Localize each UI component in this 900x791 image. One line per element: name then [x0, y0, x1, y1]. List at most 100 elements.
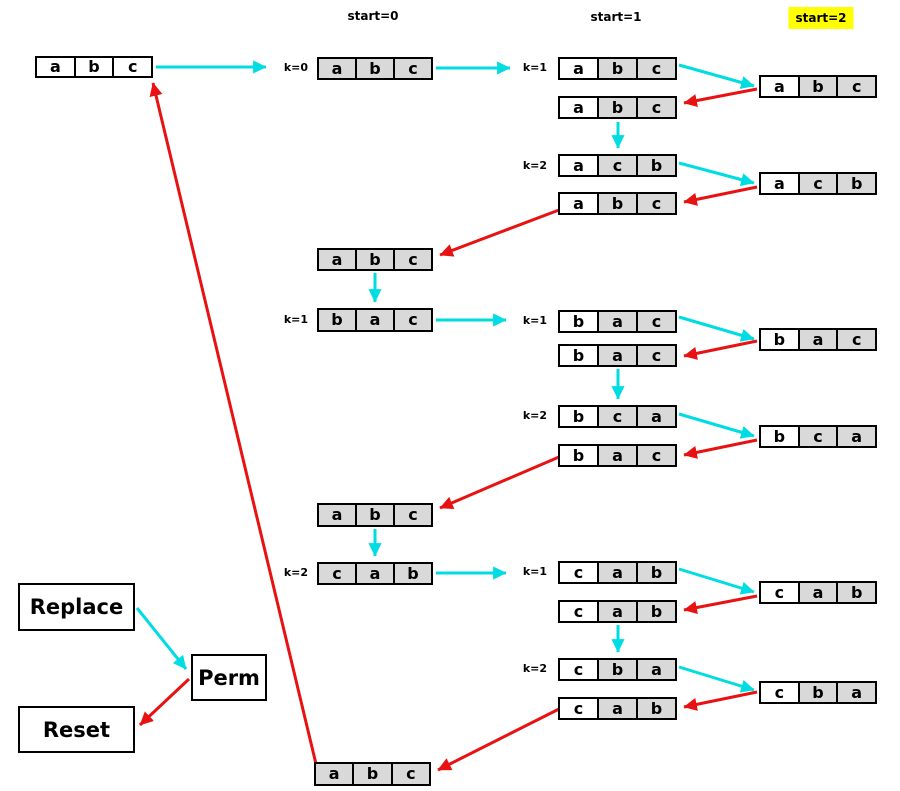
- start2-bca-box-cell-1: c: [797, 427, 837, 446]
- start1-g2-k2-box-cell-1: c: [597, 407, 636, 426]
- perm-node: Perm: [191, 654, 267, 701]
- start1-g1-ret1-box-cell-0: a: [560, 98, 597, 117]
- start0-result-box-cell-0: a: [316, 764, 353, 784]
- start1-g1-k2-box-cell-0: a: [560, 156, 597, 175]
- reset-node: Reset: [18, 706, 135, 753]
- replace-node: Replace: [18, 583, 135, 631]
- start2-bca-box-cell-2: a: [836, 427, 876, 446]
- start2-cba-return-arrow: [683, 690, 758, 711]
- start1-g3-return-to-start0-arrow: [437, 707, 560, 772]
- start2-cab-box-cell-1: a: [797, 583, 837, 602]
- start1-g1-ret1-box-cell-1: b: [597, 98, 636, 117]
- start1-g1-return-to-start0-arrow: [439, 208, 560, 257]
- start1-g2-k2-box-cell-2: a: [636, 407, 675, 426]
- start2-bac-box-cell-2: c: [836, 330, 876, 349]
- start2-cab-box-cell-2: b: [836, 583, 876, 602]
- start1-g3-ret2-box-cell-1: a: [597, 699, 636, 718]
- start1-g1-ret2-box-cell-1: b: [597, 194, 636, 213]
- start1-g3-k2-box-cell-1: b: [597, 660, 636, 679]
- start2-acb-box-cell-1: c: [797, 174, 837, 193]
- start0-k1-box-cell-0: b: [319, 310, 355, 330]
- start1-g1-k1-box-cell-0: a: [560, 59, 597, 78]
- start2-cba-box-cell-0: c: [761, 683, 798, 702]
- start1-g1-k2-box-cell-2: b: [636, 156, 675, 175]
- start0-k2-box-k-label: k=2: [283, 566, 308, 579]
- column-header-2: start=2: [788, 7, 854, 29]
- start2-cab-box-cell-0: c: [761, 583, 798, 602]
- start2-bac-return-arrow: [683, 339, 758, 360]
- start2-bac-box-cell-0: b: [761, 330, 798, 349]
- start1-g1-k1-box-cell-2: c: [636, 59, 675, 78]
- start1-g1-k2-box-cell-1: c: [597, 156, 636, 175]
- start1-g3-k2-box-cell-2: a: [636, 660, 675, 679]
- start1-g2-ret1-box-cell-1: a: [597, 346, 636, 365]
- start2-bac-box-cell-1: a: [797, 330, 837, 349]
- start1-g3-ret2-box-cell-2: b: [636, 699, 675, 718]
- start1-g2-k2-box-k-label: k=2: [522, 409, 547, 422]
- start2-cba-box-cell-1: b: [797, 683, 837, 702]
- start1-g2-ret1-box-cell-2: c: [636, 346, 675, 365]
- start0-k2-box-cell-0: c: [319, 564, 355, 583]
- start0-k1-box-k-label: k=1: [283, 313, 308, 326]
- start0-k0-box-k-label: k=0: [283, 61, 308, 74]
- start1-g1-ret1-box-cell-2: c: [636, 98, 675, 117]
- start1-g1-ret2-box-cell-0: a: [560, 194, 597, 213]
- start1-g3-ret1-box-cell-0: c: [560, 602, 597, 621]
- start2-bca-return-arrow: [683, 438, 758, 459]
- replace-to-perm-arrow: [135, 607, 188, 670]
- start1-g1k2-to-start2-acb-arrow: [678, 161, 755, 187]
- start0-result-box-cell-1: b: [352, 764, 391, 784]
- start1-g3-k2-box-cell-0: c: [560, 660, 597, 679]
- start2-bca-box-cell-0: b: [761, 427, 798, 446]
- start2-acb-box-cell-0: a: [761, 174, 798, 193]
- source-array-cell-2: c: [112, 58, 152, 76]
- start1-g1-k1-box-cell-1: b: [597, 59, 636, 78]
- start1-g2-k1-box-cell-2: c: [636, 312, 675, 331]
- start0-k0-box-cell-1: b: [355, 59, 393, 78]
- start0-k0-box-cell-0: a: [319, 59, 355, 78]
- start1-g2-k1-box-cell-1: a: [597, 312, 636, 331]
- start1-g2k1-to-start2-bac-arrow: [678, 315, 755, 342]
- start0-mid2-box-cell-0: a: [319, 505, 355, 525]
- start1-g3-k1-box-cell-0: c: [560, 563, 597, 582]
- source-array-cell-0: a: [37, 58, 74, 76]
- result-return-to-source-arrow: [149, 82, 318, 765]
- start0-k0-box-cell-2: c: [393, 59, 431, 78]
- start1-g3k2-to-start2-cba-arrow: [678, 665, 755, 693]
- start2-acb-return-arrow: [683, 185, 758, 206]
- column-header-1: start=1: [590, 10, 642, 24]
- start0-mid1-box-cell-2: c: [393, 250, 431, 269]
- start1-g3-k2-box-k-label: k=2: [522, 662, 547, 675]
- start0-result-box-cell-2: c: [390, 764, 429, 784]
- start2-cab-return-arrow: [683, 594, 758, 615]
- start1-g3-k1-box-cell-2: b: [636, 563, 675, 582]
- start0-k2-box-cell-2: b: [393, 564, 431, 583]
- start2-abc-box-cell-1: b: [797, 77, 837, 96]
- start0-k1-box-cell-2: c: [393, 310, 431, 330]
- start1-g2-ret2-box-cell-0: b: [560, 446, 597, 465]
- start1-g1-k1-box-k-label: k=1: [522, 61, 547, 74]
- start1-g1k1-to-start2-abc-arrow: [678, 63, 755, 89]
- start1-g2-ret2-box-cell-2: c: [636, 446, 675, 465]
- start1-g2-k2-box-cell-0: b: [560, 407, 597, 426]
- start1-g2-ret2-box-cell-1: a: [597, 446, 636, 465]
- start1-g2-k1-box-k-label: k=1: [522, 314, 547, 327]
